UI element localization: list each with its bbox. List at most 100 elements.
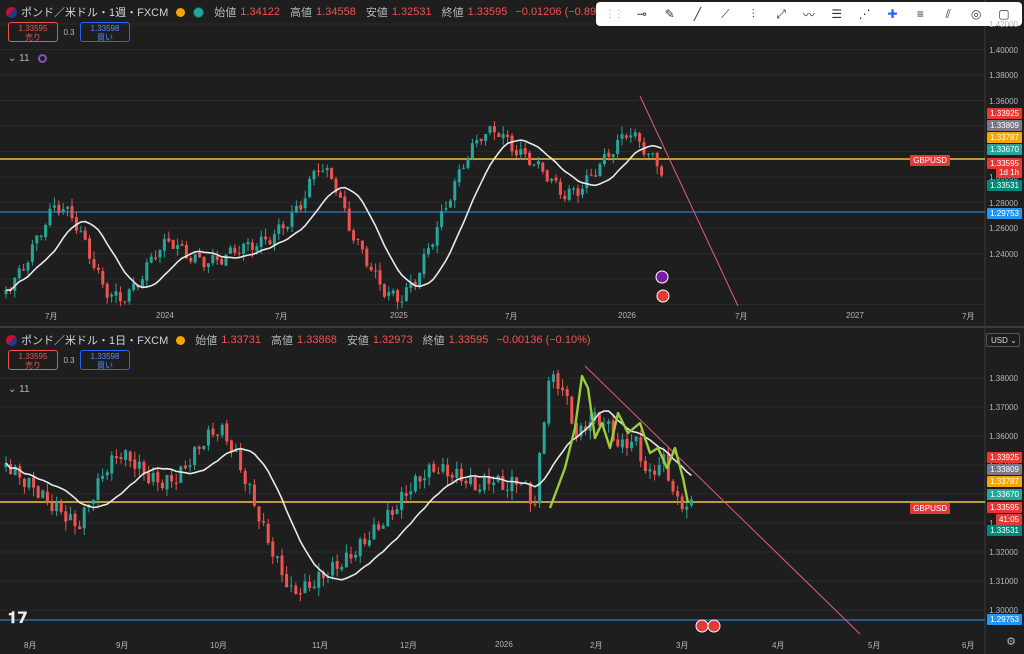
rectangle-icon[interactable]: ▢ <box>998 7 1010 21</box>
candle-body <box>344 552 348 568</box>
buy-button[interactable]: 1.33598 買い <box>80 350 130 370</box>
buy-label: 買い <box>97 361 113 370</box>
candle-body <box>308 178 312 197</box>
candle-body <box>294 205 298 212</box>
parallel-channel-icon[interactable]: ☰ <box>831 7 843 21</box>
candle-body <box>462 167 466 169</box>
daily-chart-pane[interactable]: ポンド／米ドル・1日・FXCM 始値 1.33731 高値 1.33868 安値 1.… <box>0 328 1024 654</box>
market-status-icon[interactable] <box>176 7 186 17</box>
trend-line-icon[interactable]: ╱ <box>693 7 702 21</box>
indicator-ring-icon[interactable] <box>37 54 47 63</box>
weekly-chart-canvas[interactable] <box>0 0 1024 326</box>
target-icon[interactable]: ◎ <box>970 7 982 21</box>
fib-icon[interactable]: ≡ <box>916 7 924 21</box>
candle-body <box>145 262 149 281</box>
candle-body <box>312 586 316 588</box>
buy-label: 買い <box>97 33 113 42</box>
buy-button[interactable]: 1.33598 買い <box>80 22 130 42</box>
ray-icon[interactable]: ⟋ <box>721 6 730 21</box>
vertical-line-icon[interactable]: ⫶ <box>751 6 755 21</box>
candle-body <box>616 439 620 447</box>
candle-body <box>57 204 61 214</box>
candle-body <box>413 281 417 286</box>
price-tag: 1.33531 <box>987 525 1022 536</box>
sell-label: 売り <box>25 33 41 42</box>
candle-body <box>630 441 634 449</box>
candle-body <box>510 476 514 492</box>
close-label: 終値 <box>422 335 445 347</box>
path-icon[interactable]: 〰 <box>802 7 815 22</box>
candle-body <box>216 434 220 436</box>
grip-icon[interactable]: ⋮⋮ <box>604 8 624 20</box>
event-flash-icon <box>655 270 669 284</box>
candle-body <box>594 175 598 177</box>
candle-body <box>206 429 210 446</box>
candle-body <box>229 440 233 453</box>
candle-body <box>52 205 56 208</box>
candle-body <box>171 240 175 249</box>
candle-body <box>633 132 637 137</box>
candle-body <box>211 428 215 435</box>
candle-body <box>158 250 162 258</box>
visibility-icon[interactable] <box>193 6 205 18</box>
candle-body <box>275 556 279 559</box>
currency-select[interactable]: USD ⌄ <box>986 333 1020 347</box>
candle-body <box>648 469 652 472</box>
brush-icon[interactable]: ✎ <box>664 7 675 21</box>
low-label: 安値 <box>365 7 388 19</box>
indicator-toggle[interactable]: ⌄ 11 <box>8 384 30 395</box>
candle-body <box>303 581 307 594</box>
candle-body <box>369 266 373 271</box>
pane-divider[interactable] <box>0 326 1024 328</box>
candle-body <box>259 236 263 247</box>
candle-body <box>598 164 602 177</box>
time-axis-label: 2024 <box>156 311 174 320</box>
low-value: 1.32531 <box>391 6 432 18</box>
horizontal-ray-icon[interactable]: ⊸ <box>636 7 647 21</box>
price-tag: 1.33925 <box>987 108 1022 119</box>
candle-body <box>298 593 302 595</box>
sell-button[interactable]: 1.33595 売り <box>8 350 58 370</box>
candle-body <box>551 374 555 382</box>
candle-body <box>299 205 303 210</box>
candle-body <box>611 154 615 158</box>
candle-body <box>585 175 589 188</box>
candle-body <box>110 294 114 297</box>
candle-body <box>660 166 664 176</box>
price-tag: 1.33531 <box>987 180 1022 191</box>
candle-body <box>487 476 491 484</box>
candle-body <box>638 133 642 142</box>
candle-body <box>290 212 294 227</box>
settings-gear-icon[interactable]: ⚙ <box>1006 636 1016 648</box>
price-tag: 1.33787 <box>987 132 1022 143</box>
candle-body <box>27 477 31 488</box>
candle-body <box>183 465 187 469</box>
time-axis-label: 11月 <box>312 641 329 650</box>
indicator-toggle[interactable]: ⌄ 11 <box>8 53 47 64</box>
candle-body <box>501 134 505 139</box>
time-axis-label: 8月 <box>24 641 37 650</box>
crosshair-icon[interactable]: ✚ <box>887 7 898 21</box>
candle-body <box>426 248 430 255</box>
currency-label: USD <box>991 336 1008 345</box>
candle-body <box>395 509 399 514</box>
daily-chart-canvas[interactable] <box>0 328 1024 654</box>
tradingview-logo[interactable]: 𝟏𝟳 <box>8 608 29 627</box>
open-value: 1.34122 <box>240 6 281 18</box>
sell-button[interactable]: 1.33595 売り <box>8 22 58 42</box>
candle-body <box>36 486 40 498</box>
candle-body <box>349 554 353 559</box>
sell-price: 1.33595 <box>18 24 48 33</box>
candle-body <box>179 466 183 483</box>
regression-icon[interactable]: ⋰ <box>858 7 871 21</box>
candle-body <box>198 252 202 258</box>
market-status-icon[interactable] <box>176 335 186 345</box>
candle-body <box>651 153 655 155</box>
candle-body <box>561 387 565 391</box>
candle-body <box>96 478 100 500</box>
fib-channel-icon[interactable]: ⫽ <box>945 6 951 21</box>
candle-body <box>347 208 351 231</box>
candle-body <box>629 135 633 138</box>
extended-line-icon[interactable]: ⤢ <box>776 6 786 21</box>
weekly-chart-pane[interactable]: ポンド／米ドル・1週・FXCM 始値 1.34122 高値 1.34558 安値 1.… <box>0 0 1024 326</box>
